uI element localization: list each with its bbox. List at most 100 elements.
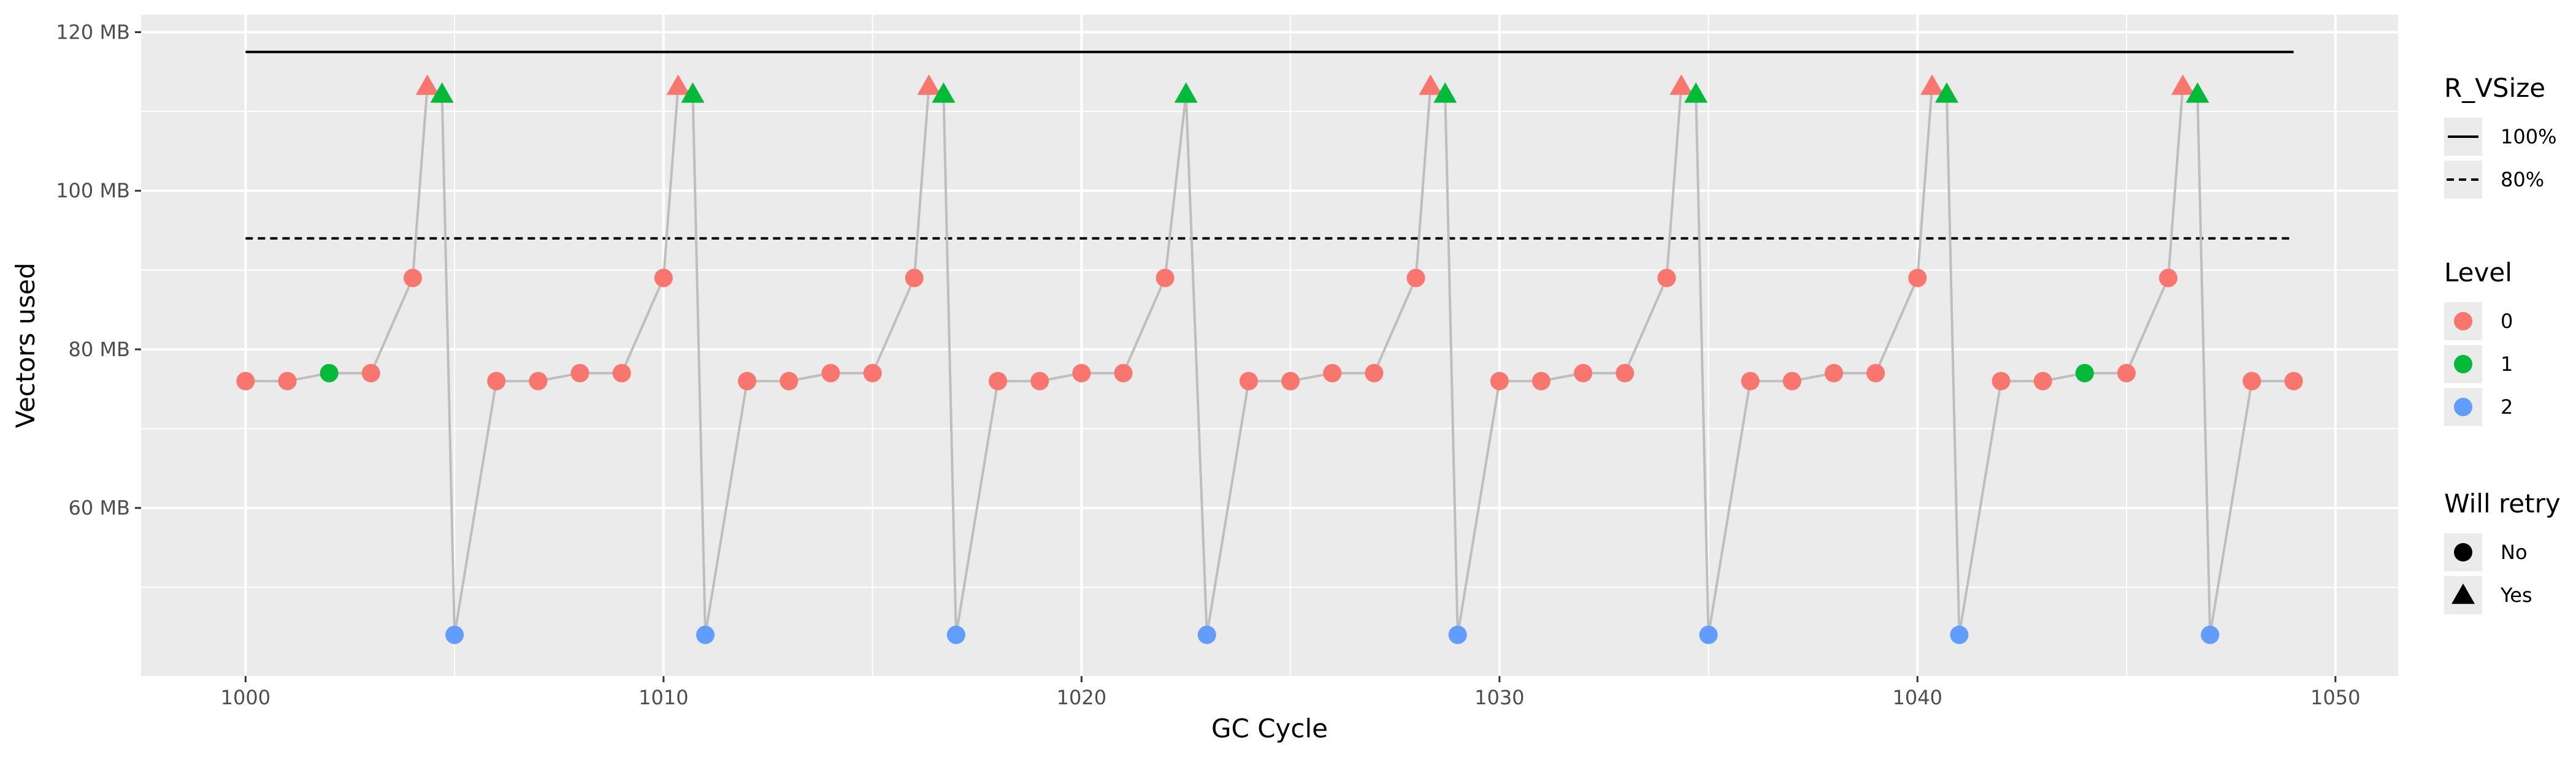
y-tick-label: 80 MB: [69, 338, 130, 361]
data-point-circle: [780, 371, 799, 390]
data-point-circle: [320, 363, 339, 382]
legend-label-level-0: 0: [2501, 310, 2513, 333]
data-point-triangle: [430, 82, 454, 103]
legend-level-title: Level: [2444, 257, 2512, 287]
data-point-circle: [1448, 625, 1467, 644]
legend-triangle-shape: [2451, 584, 2475, 604]
axes: 1000 1010 1020 1030 1040 1050 60 MB 80 MB 100 MB…: [56, 20, 2360, 709]
data-point-circle: [1072, 363, 1091, 382]
data-point-circle: [445, 625, 464, 644]
x-tick-label: 1010: [638, 686, 688, 709]
data-point-triangle: [1433, 82, 1457, 103]
y-axis-title: Vectors used: [10, 262, 40, 428]
data-point-circle: [1531, 371, 1551, 390]
data-point-circle: [1114, 363, 1133, 382]
data-point-circle: [1490, 371, 1509, 390]
data-point-triangle: [1920, 74, 1944, 95]
data-point-circle: [905, 268, 924, 287]
data-point-circle: [1030, 371, 1049, 390]
legend-retry: Will retry No Yes: [2444, 489, 2561, 614]
data-point-circle: [2242, 371, 2261, 390]
x-tick-label: 1000: [221, 686, 270, 709]
data-point-circle: [696, 625, 715, 644]
data-point-triangle: [1174, 82, 1198, 103]
legend-label-yes: Yes: [2500, 584, 2532, 607]
legend-label-no: No: [2501, 541, 2528, 564]
data-point-circle: [1782, 371, 1801, 390]
grid-minor: [141, 15, 2398, 676]
data-point-circle: [1239, 371, 1258, 390]
legend-label-100: 100%: [2501, 125, 2556, 148]
data-point-circle: [1365, 363, 1384, 382]
data-points: [236, 74, 2303, 644]
data-point-circle: [612, 363, 631, 382]
data-point-circle: [1616, 363, 1635, 382]
plot-panel: [141, 15, 2398, 676]
data-point-circle: [2117, 363, 2136, 382]
data-point-triangle: [917, 74, 941, 95]
data-point-circle: [403, 268, 422, 287]
legend-rvsize: R_VSize 100% 80%: [2444, 73, 2556, 199]
data-point-circle: [487, 371, 506, 390]
data-point-triangle: [1669, 74, 1693, 95]
data-point-circle: [2201, 625, 2220, 644]
data-point-circle: [361, 363, 380, 382]
legend-label-80: 80%: [2501, 168, 2544, 191]
y-tick-label: 60 MB: [69, 496, 130, 520]
data-point-circle: [1741, 371, 1760, 390]
data-point-circle: [1825, 363, 1843, 382]
x-tick-label: 1040: [1893, 686, 1942, 709]
legend-level-1-dot: [2454, 355, 2472, 373]
data-point-circle: [1197, 625, 1216, 644]
data-point-triangle: [681, 82, 705, 103]
data-point-triangle: [932, 82, 956, 103]
data-point-circle: [2159, 268, 2178, 287]
data-point-triangle: [1419, 74, 1443, 95]
data-point-triangle: [1935, 82, 1958, 103]
data-point-circle: [278, 371, 297, 390]
data-point-circle: [529, 371, 548, 390]
data-point-circle: [1699, 625, 1718, 644]
legend-level-0-dot: [2454, 312, 2472, 330]
data-point-circle: [821, 363, 840, 382]
data-point-circle: [1866, 363, 1885, 382]
data-point-circle: [1991, 371, 2011, 390]
data-point-circle: [1657, 268, 1676, 287]
data-point-triangle: [2171, 74, 2195, 95]
data-point-circle: [1323, 363, 1342, 382]
data-point-circle: [2033, 371, 2052, 390]
data-point-circle: [1908, 268, 1927, 287]
data-point-triangle: [1684, 82, 1708, 103]
data-point-circle: [1281, 371, 1300, 390]
x-tick-label: 1020: [1057, 686, 1106, 709]
legend-level-2-dot: [2454, 398, 2472, 416]
legend-retry-title: Will retry: [2444, 489, 2561, 519]
data-point-circle: [2284, 371, 2303, 390]
legend-label-level-1: 1: [2501, 352, 2513, 376]
grid-major: [141, 15, 2398, 676]
legend-rvsize-title: R_VSize: [2444, 73, 2545, 103]
legend-label-level-2: 2: [2501, 395, 2513, 419]
reference-lines: [245, 50, 2294, 240]
legend-circle-shape: [2454, 543, 2472, 561]
legend-level: Level 0 1 2: [2444, 257, 2513, 426]
data-point-circle: [946, 625, 965, 644]
x-axis-title: GC Cycle: [1211, 713, 1328, 744]
data-point-circle: [1156, 268, 1175, 287]
data-point-circle: [1406, 268, 1425, 287]
y-tick-label: 120 MB: [56, 20, 130, 44]
data-point-circle: [863, 363, 882, 382]
x-tick-label: 1030: [1474, 686, 1524, 709]
data-point-triangle: [2185, 82, 2209, 103]
y-tick-label: 100 MB: [56, 179, 130, 202]
data-point-circle: [1950, 625, 1969, 644]
data-point-circle: [989, 371, 1008, 390]
data-point-circle: [236, 371, 255, 390]
data-point-circle: [1574, 363, 1593, 382]
data-point-circle: [570, 363, 589, 382]
data-point-circle: [738, 371, 757, 390]
x-tick-label: 1050: [2310, 686, 2360, 709]
data-point-triangle: [415, 74, 439, 95]
data-point-triangle: [666, 74, 690, 95]
